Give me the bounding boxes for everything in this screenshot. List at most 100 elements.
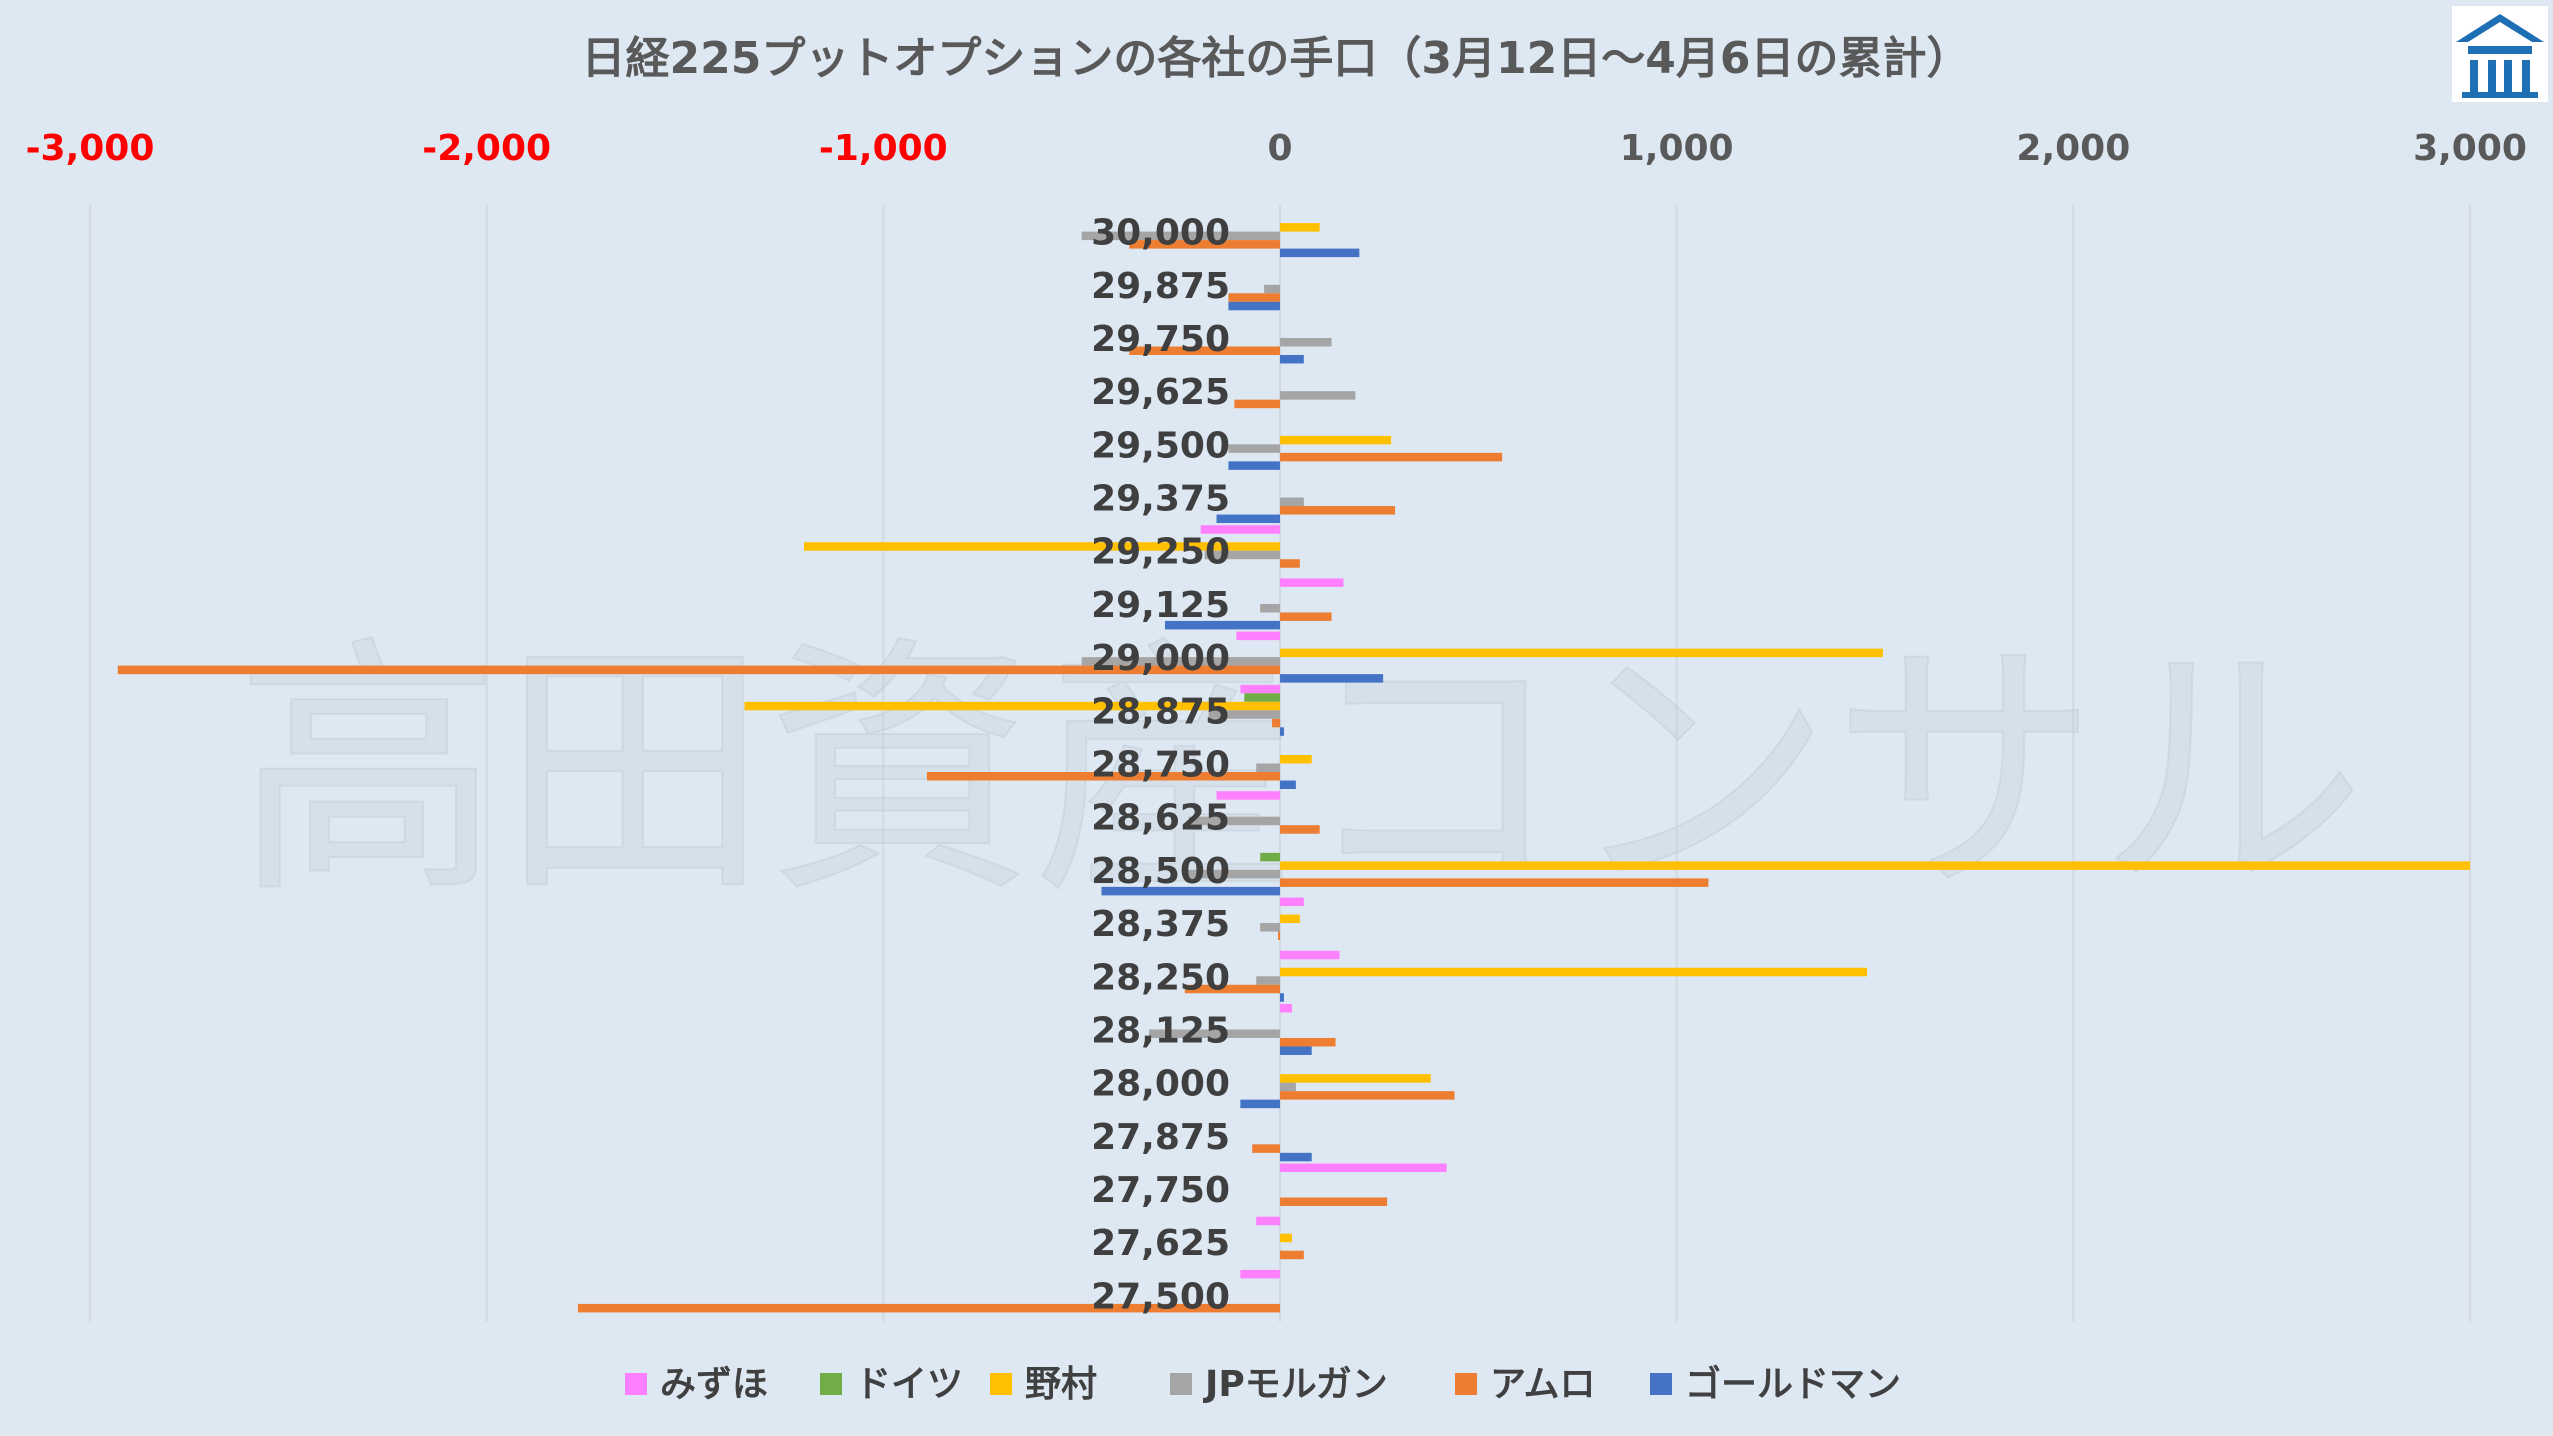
bar xyxy=(1280,452,1503,462)
bar xyxy=(1280,223,1320,232)
y-axis-ticks: 30,000 29,875 29,750 29,625 29,500 29,375 29,2… xyxy=(1091,213,1230,1318)
y-tick-label: 28,000 xyxy=(1091,1064,1230,1105)
y-tick-label: 27,500 xyxy=(1091,1276,1230,1317)
bar xyxy=(1280,780,1296,789)
bar xyxy=(1280,1163,1447,1173)
legend-swatch xyxy=(820,1373,842,1395)
bar xyxy=(1280,559,1300,568)
bar xyxy=(1081,657,1280,666)
bar xyxy=(577,1303,1280,1313)
y-tick-label: 28,125 xyxy=(1091,1010,1230,1051)
bar xyxy=(1280,993,1284,1002)
bar xyxy=(1240,684,1280,694)
bar xyxy=(1260,603,1280,613)
chart-title: 日経225プットオプションの各社の手口（3月12日～4月6日の累計） xyxy=(582,33,1971,84)
bar xyxy=(1149,1029,1280,1038)
x-tick-label: 0 xyxy=(1267,128,1292,169)
bar xyxy=(1256,976,1280,985)
bar xyxy=(1280,1046,1312,1055)
bar xyxy=(1234,399,1280,409)
bar xyxy=(1280,1152,1312,1162)
bar xyxy=(1280,1250,1304,1260)
x-tick-label: -3,000 xyxy=(26,128,155,169)
bar xyxy=(1256,763,1280,772)
y-tick-label: 29,000 xyxy=(1091,638,1230,679)
bar xyxy=(1280,674,1384,683)
bar xyxy=(1280,878,1709,887)
bar xyxy=(1280,1091,1455,1100)
legend-label: ドイツ xyxy=(855,1364,963,1405)
y-tick-label: 29,875 xyxy=(1091,266,1230,307)
x-tick-label: -1,000 xyxy=(819,128,948,169)
bar xyxy=(1280,1003,1292,1013)
legend-swatch xyxy=(625,1373,647,1395)
bar xyxy=(1228,461,1280,470)
legend-label: 野村 xyxy=(1025,1364,1097,1405)
x-tick-label: -2,000 xyxy=(422,128,551,169)
bar xyxy=(1280,950,1340,960)
y-tick-label: 27,750 xyxy=(1091,1170,1230,1211)
x-axis-ticks: -3,000 -2,000 -1,000 0 1,000 2,000 3,000 xyxy=(26,128,2527,169)
bar xyxy=(1280,727,1284,736)
bar xyxy=(1280,825,1320,834)
bar xyxy=(1280,354,1304,364)
legend-label: JPモルガン xyxy=(1202,1364,1388,1405)
bar xyxy=(1280,897,1304,907)
legend-label: ゴールドマン xyxy=(1685,1363,1901,1405)
bar xyxy=(1129,240,1280,249)
x-tick-label: 3,000 xyxy=(2413,128,2527,169)
bar xyxy=(1264,284,1280,294)
bar xyxy=(1280,248,1360,258)
bar xyxy=(1228,444,1280,453)
bar xyxy=(1184,984,1280,994)
bar xyxy=(1280,1082,1296,1092)
bar xyxy=(1129,346,1280,355)
bar xyxy=(1216,514,1280,524)
bar xyxy=(1280,914,1300,924)
x-tick-label: 1,000 xyxy=(1620,128,1734,169)
bar xyxy=(926,772,1280,781)
bar xyxy=(1280,1037,1336,1047)
bar xyxy=(1260,852,1280,862)
bar xyxy=(1244,693,1280,702)
legend-swatch xyxy=(1170,1373,1192,1395)
bar xyxy=(1280,578,1344,587)
bar xyxy=(1101,886,1280,896)
bar xyxy=(1252,1144,1280,1153)
bar xyxy=(804,542,1280,551)
y-tick-label: 29,125 xyxy=(1091,585,1230,626)
bar xyxy=(1228,293,1280,302)
y-tick-label: 27,625 xyxy=(1091,1223,1230,1264)
y-tick-label: 28,750 xyxy=(1091,745,1230,786)
y-tick-label: 27,875 xyxy=(1091,1117,1230,1158)
legend-swatch xyxy=(990,1373,1012,1395)
bar xyxy=(1280,612,1332,621)
bar xyxy=(1236,631,1280,641)
bar xyxy=(1280,506,1396,515)
bar xyxy=(1188,816,1280,826)
y-tick-label: 29,500 xyxy=(1091,425,1230,466)
bar xyxy=(1200,525,1280,534)
bar xyxy=(1256,1216,1280,1226)
y-tick-label: 28,250 xyxy=(1091,957,1230,998)
bar xyxy=(1280,755,1312,764)
y-tick-label: 29,250 xyxy=(1091,532,1230,573)
legend-swatch xyxy=(1455,1373,1477,1395)
x-tick-label: 2,000 xyxy=(2016,128,2130,169)
bar xyxy=(1280,435,1392,445)
legend: みずほ ドイツ 野村 JPモルガン アムロ ゴールドマン xyxy=(625,1363,1901,1405)
bar xyxy=(1280,861,2470,870)
y-tick-label: 30,000 xyxy=(1091,213,1230,254)
bar xyxy=(1280,1233,1292,1243)
bar xyxy=(1240,1099,1280,1109)
bar xyxy=(1280,497,1304,507)
legend-label: アムロ xyxy=(1490,1364,1595,1405)
bar xyxy=(1164,620,1280,630)
legend-label: みずほ xyxy=(660,1364,768,1405)
bar xyxy=(1280,967,1868,977)
bar xyxy=(1280,1074,1431,1083)
y-tick-label: 28,625 xyxy=(1091,798,1230,839)
bar xyxy=(1260,923,1280,932)
y-tick-label: 28,375 xyxy=(1091,904,1230,945)
